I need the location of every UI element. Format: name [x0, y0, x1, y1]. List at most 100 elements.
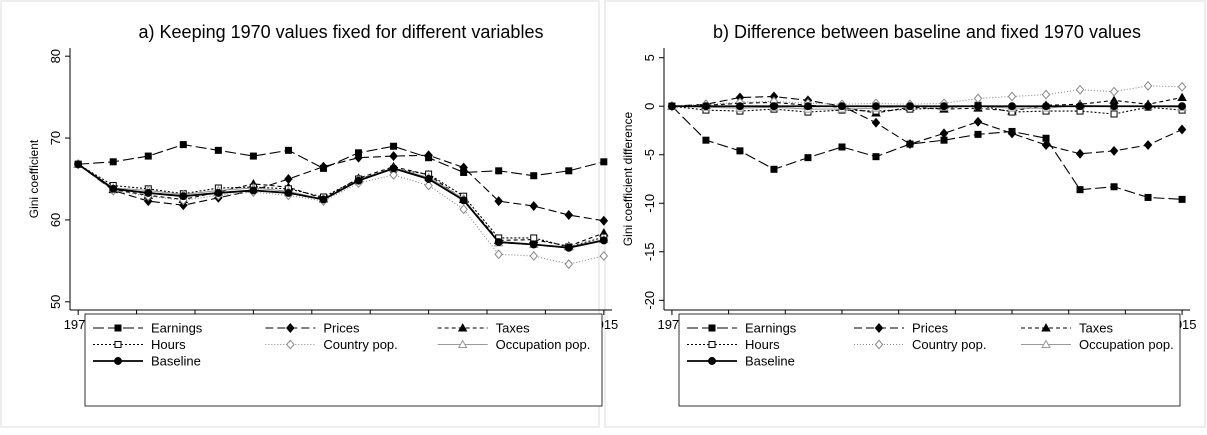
legend-label: Occupation pop. — [1079, 337, 1174, 352]
marker — [389, 151, 398, 162]
legend-marker — [457, 323, 468, 332]
marker — [1041, 140, 1051, 151]
y-tick-label: 70 — [48, 131, 63, 145]
marker — [1144, 193, 1152, 201]
marker — [494, 196, 503, 207]
marker — [1109, 145, 1119, 156]
marker — [529, 201, 538, 211]
marker — [1042, 102, 1050, 111]
marker — [459, 196, 468, 205]
legend-label: Earnings — [151, 321, 203, 336]
marker — [1007, 128, 1017, 139]
legend-label: Country pop. — [323, 337, 397, 352]
marker — [74, 160, 83, 169]
marker — [667, 102, 676, 111]
marker — [871, 117, 881, 128]
marker — [389, 169, 398, 180]
legend-label: Taxes — [1079, 321, 1113, 336]
marker — [940, 102, 948, 111]
chart-title: a) Keeping 1970 values fixed for differe… — [139, 22, 544, 42]
marker — [424, 180, 433, 191]
legend-label: Country pop. — [912, 337, 986, 352]
series-line — [77, 163, 605, 249]
marker — [109, 184, 118, 193]
marker — [600, 158, 608, 166]
marker — [249, 152, 257, 160]
marker — [736, 147, 744, 155]
marker — [424, 150, 433, 161]
marker — [424, 175, 433, 183]
marker — [494, 238, 503, 246]
legend-label: Occupation pop. — [496, 337, 591, 352]
y-axis-label: Gini coefficient difference — [621, 112, 635, 247]
y-tick-label: -10 — [642, 194, 657, 213]
series-line — [78, 144, 604, 177]
marker — [1110, 110, 1118, 118]
marker — [974, 102, 982, 111]
marker — [804, 102, 812, 111]
marker — [564, 210, 574, 220]
marker — [736, 102, 744, 111]
marker — [529, 250, 538, 261]
marker — [109, 158, 117, 166]
marker — [770, 165, 778, 173]
legend-marker — [286, 323, 295, 333]
series-line — [77, 163, 604, 248]
legend-marker — [114, 324, 122, 332]
legend-label: Prices — [912, 321, 949, 336]
legend-label: Baseline — [151, 354, 201, 369]
marker — [974, 130, 982, 138]
legend-marker — [286, 339, 295, 350]
marker — [599, 236, 608, 245]
legend-marker — [874, 339, 884, 350]
marker — [1144, 102, 1153, 111]
legend-marker — [1041, 323, 1051, 332]
legend-marker — [708, 341, 716, 348]
marker — [459, 162, 468, 173]
marker — [564, 243, 573, 252]
marker — [319, 195, 328, 204]
series-line — [671, 96, 1183, 114]
marker — [144, 152, 152, 160]
marker — [1075, 148, 1085, 159]
marker — [1143, 140, 1153, 151]
legend-marker — [1041, 339, 1051, 348]
marker — [1041, 89, 1051, 100]
marker — [1178, 195, 1186, 203]
marker — [284, 146, 292, 154]
marker — [1178, 102, 1187, 111]
legend-box — [678, 313, 1181, 407]
legend-label: Taxes — [496, 321, 530, 336]
legend-label: Prices — [323, 321, 360, 336]
series-line — [77, 154, 604, 222]
marker — [1177, 92, 1187, 101]
marker — [389, 164, 398, 173]
marker — [494, 249, 503, 260]
marker — [905, 139, 915, 150]
y-tick-label: -20 — [642, 291, 657, 310]
marker — [1076, 102, 1084, 111]
marker — [1109, 86, 1119, 97]
marker — [906, 102, 914, 111]
marker — [1076, 186, 1084, 194]
marker — [530, 172, 538, 180]
marker — [214, 146, 222, 154]
y-tick-label: 80 — [48, 49, 63, 63]
legend-label: Baseline — [745, 354, 795, 369]
y-axis-label: Gini coefficient — [27, 139, 41, 218]
marker — [973, 116, 983, 127]
y-tick-label: -15 — [642, 242, 657, 261]
marker — [529, 240, 538, 249]
legend-marker — [114, 341, 122, 348]
marker — [872, 102, 880, 111]
marker — [564, 259, 574, 270]
series-line — [77, 163, 605, 247]
marker — [599, 215, 609, 226]
marker — [319, 161, 328, 172]
marker — [939, 128, 949, 139]
marker — [1007, 91, 1017, 102]
marker — [144, 188, 153, 197]
legend-marker — [874, 323, 884, 333]
y-tick-label: 0 — [642, 103, 657, 110]
